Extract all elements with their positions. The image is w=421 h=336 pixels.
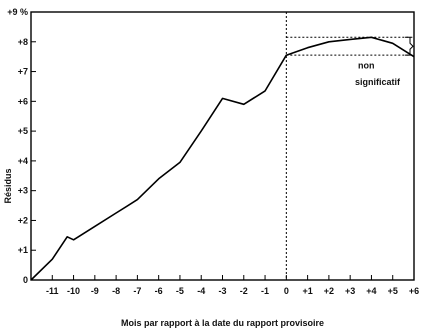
- y-tick-label: +8: [18, 37, 28, 47]
- x-tick-label: -1: [261, 286, 269, 296]
- x-tick-label: -5: [176, 286, 184, 296]
- x-tick-label: 0: [284, 286, 289, 296]
- x-tick-label: +2: [324, 286, 334, 296]
- annotation-line2: significatif: [355, 77, 401, 87]
- y-tick-label: +7: [18, 67, 28, 77]
- y-tick-label: +2: [18, 215, 28, 225]
- x-tick-label: +3: [345, 286, 355, 296]
- bracket-marker: [405, 36, 414, 56]
- x-axis-title: Mois par rapport à la date du rapport pr…: [121, 318, 324, 328]
- annotation-line1: non: [358, 61, 375, 71]
- y-axis-ticks: 0 +1 +2 +3 +4 +5 +6 +7 +8 +9 %: [7, 7, 36, 285]
- y-tick-label: +3: [18, 186, 28, 196]
- y-tick-label: 0: [23, 275, 28, 285]
- x-tick-label: -2: [240, 286, 248, 296]
- x-tick-label: -9: [91, 286, 99, 296]
- x-tick-label: -6: [155, 286, 163, 296]
- x-tick-label: +1: [302, 286, 312, 296]
- series-line: [30, 36, 415, 281]
- bracket-annotation: non significatif: [355, 36, 414, 87]
- y-axis-title: Résidus: [3, 168, 13, 203]
- y-tick-label: +9 %: [7, 7, 28, 17]
- x-tick-label: +4: [366, 286, 376, 296]
- x-tick-label: -3: [218, 286, 226, 296]
- x-tick-label: -8: [112, 286, 120, 296]
- y-tick-label: +1: [18, 245, 28, 255]
- y-tick-label: +5: [18, 126, 28, 136]
- plot-frame: [30, 11, 415, 281]
- x-tick-label: +5: [388, 286, 398, 296]
- x-axis-ticks: -11 -10 -9 -8 -7 -6 -5 -4 -3 -2 -1 0 +1 +2 +3 +4 +5 +6: [46, 275, 419, 296]
- y-tick-label: +4: [18, 156, 28, 166]
- x-tick-label: -11: [46, 286, 59, 296]
- y-tick-label: +6: [18, 96, 28, 106]
- x-tick-label: -10: [67, 286, 80, 296]
- x-tick-label: +6: [409, 286, 419, 296]
- x-tick-label: -4: [197, 286, 205, 296]
- reference-lines: [285, 12, 414, 280]
- x-tick-label: -7: [133, 286, 141, 296]
